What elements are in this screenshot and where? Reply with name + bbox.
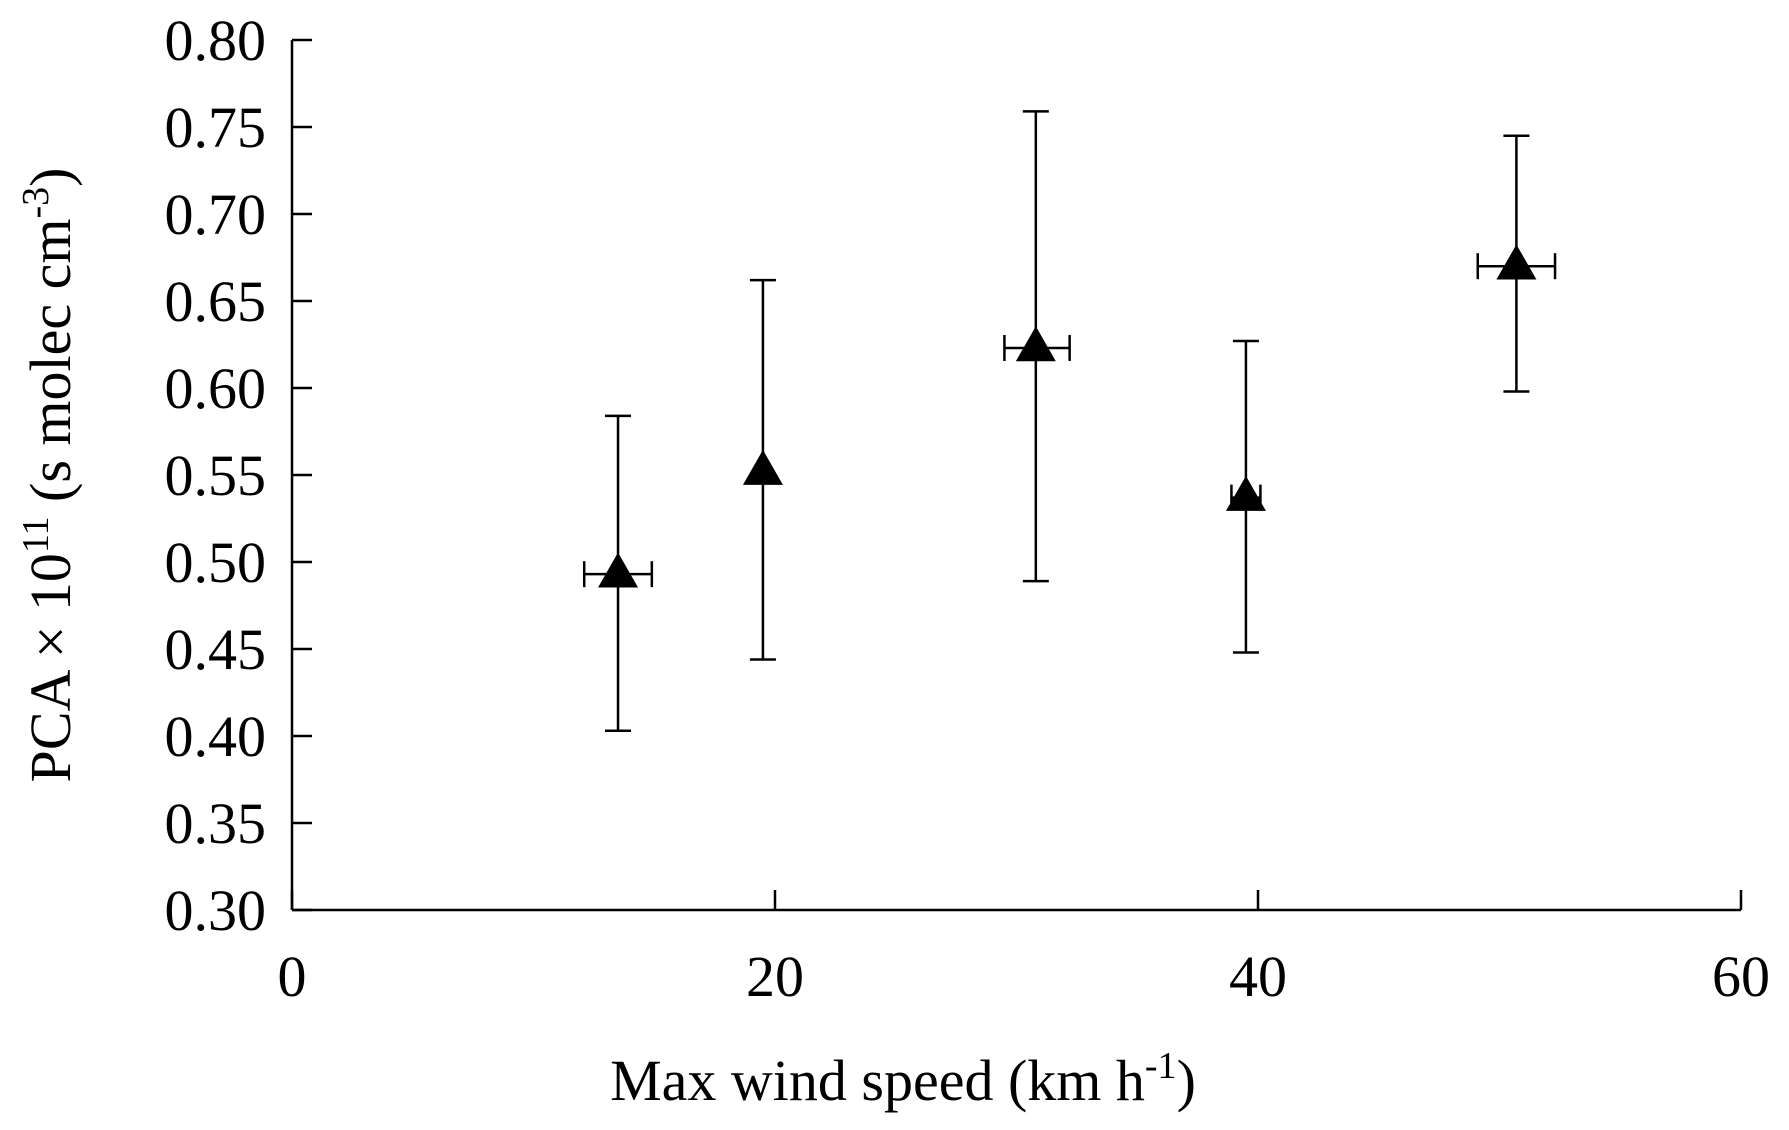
- y-tick-label: 0.35: [165, 791, 267, 856]
- y-tick-label: 0.60: [165, 356, 267, 421]
- axes: [290, 40, 1741, 912]
- y-tick-label: 0.45: [165, 617, 267, 682]
- data-point-triangle: [1225, 475, 1266, 511]
- x-axis-title-end: ): [1177, 1048, 1196, 1113]
- y-axis-title-mid: (s molec cm: [18, 219, 83, 517]
- x-tick-label: 0: [278, 944, 307, 1009]
- y-tick-label: 0.30: [165, 878, 267, 943]
- data-points: [582, 110, 1557, 733]
- data-point-triangle: [598, 552, 639, 588]
- ticks: 0.30 0.35 0.40 0.45 0.50 0.55 0.60 0.65 0.70 0.75…: [165, 8, 1771, 1009]
- y-axis-title-sup1: 11: [15, 517, 57, 554]
- x-axis-title-sup: -1: [1145, 1045, 1177, 1087]
- data-point-triangle: [1496, 244, 1537, 280]
- x-tick-label: 60: [1712, 944, 1770, 1009]
- y-tick-label: 0.55: [165, 443, 267, 508]
- y-axis-title: PCA × 1011 (s molec cm-3): [15, 168, 83, 783]
- y-tick-label: 0.75: [165, 95, 267, 160]
- y-axis-title-end: ): [18, 168, 83, 187]
- data-point-triangle: [742, 449, 783, 485]
- x-tick-label: 40: [1229, 944, 1287, 1009]
- x-axis-title: Max wind speed (km h-1): [610, 1045, 1196, 1113]
- x-tick-label: 20: [746, 944, 804, 1009]
- x-axis-title-base: Max wind speed (km h: [610, 1048, 1145, 1113]
- y-axis-title-sup2: -3: [15, 187, 57, 219]
- y-tick-label: 0.80: [165, 8, 267, 73]
- data-point-triangle: [1015, 326, 1056, 362]
- y-tick-label: 0.65: [165, 269, 267, 334]
- y-tick-label: 0.40: [165, 704, 267, 769]
- y-tick-label: 0.50: [165, 530, 267, 595]
- y-axis-title-base: PCA × 10: [18, 553, 83, 782]
- y-tick-label: 0.70: [165, 182, 267, 247]
